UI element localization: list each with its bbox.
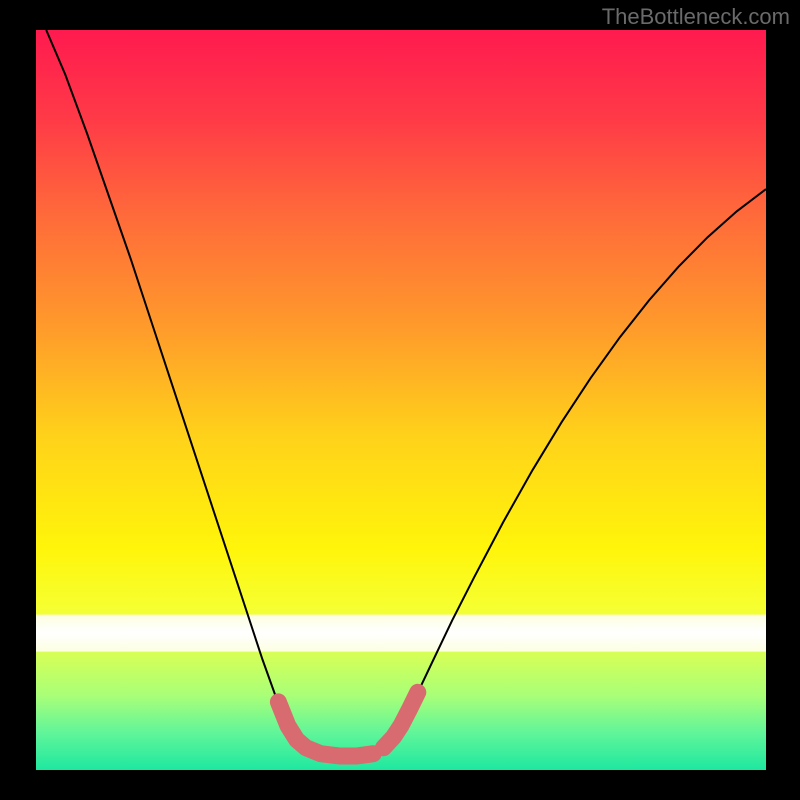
plot-area <box>36 30 766 770</box>
chart-bottom-band <box>36 615 766 652</box>
watermark-text: TheBottleneck.com <box>602 4 790 30</box>
chart-svg <box>36 30 766 770</box>
chart-background <box>36 30 766 770</box>
